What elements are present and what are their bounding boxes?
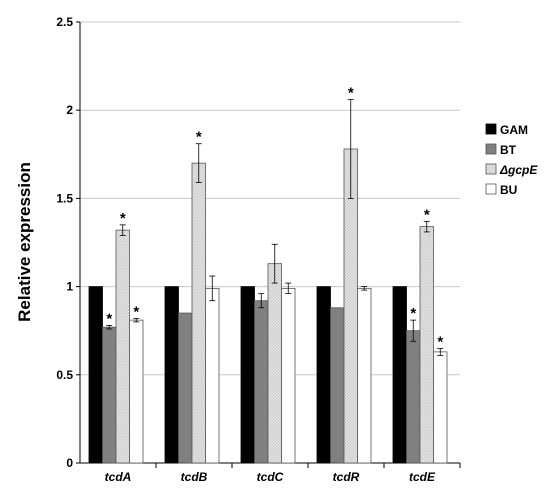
legend-label: ΔgcpE [499,163,538,177]
y-tick-label: 2 [66,103,73,117]
y-axis-label: Relative expression [15,162,34,322]
x-tick-label-tcdR: tcdR [333,470,360,484]
significance-star: * [410,305,416,322]
x-tick-label-tcdA: tcdA [105,470,132,484]
bar-BU-tcdR [357,287,372,464]
bar-gcpE-tcdE [419,226,434,464]
y-tick-label: 2.5 [56,15,73,29]
bar-gcpE-tcdC [267,263,282,464]
significance-star: * [196,129,202,146]
y-tick-label: 1.5 [56,191,73,205]
legend: GAM BT ΔgcpE BU [485,123,538,197]
y-tick-label: 0.5 [56,368,73,382]
bar-BT-tcdA [102,326,117,464]
bar-gcpE-tcdB [191,162,206,464]
bars [88,99,448,464]
significance-star: * [424,206,430,223]
bar-gcpE-tcdA [115,229,130,464]
x-tick-label-tcdC: tcdC [257,470,284,484]
significance-star: * [133,303,139,320]
labels: 0 0.5 1 1.5 2 2.5 tcdA tcdB tcdC tcdR tcdE * * * * * * * * [56,15,443,484]
significance-star: * [348,85,354,102]
significance-star: * [106,310,112,327]
bar-BU-tcdB [205,287,220,464]
legend-swatch [485,163,497,175]
bar-GAM-tcdC [240,286,255,464]
y-tick-label: 1 [66,280,73,294]
bar-BT-tcdR [330,307,345,464]
significance-star: * [437,333,443,350]
bar-BT-tcdE [406,330,421,464]
bar-BU-tcdA [129,319,144,464]
bar-BT-tcdC [254,300,269,464]
bar-GAM-tcdA [88,286,103,464]
legend-swatch [485,143,497,155]
x-tick-label-tcdE: tcdE [409,470,436,484]
y-tick-label: 0 [66,456,73,470]
bar-GAM-tcdB [164,286,179,464]
legend-label: GAM [500,123,528,137]
legend-label: BT [500,143,517,157]
bar-BU-tcdC [281,287,296,464]
legend-label: BU [500,183,517,197]
x-tick-label-tcdB: tcdB [181,470,208,484]
bar-BT-tcdB [178,312,193,464]
bar-GAM-tcdE [392,286,407,464]
legend-swatch [485,123,497,135]
bar-BU-tcdE [433,351,448,464]
bar-GAM-tcdR [316,286,331,464]
significance-star: * [120,210,126,227]
legend-swatch [485,183,497,195]
